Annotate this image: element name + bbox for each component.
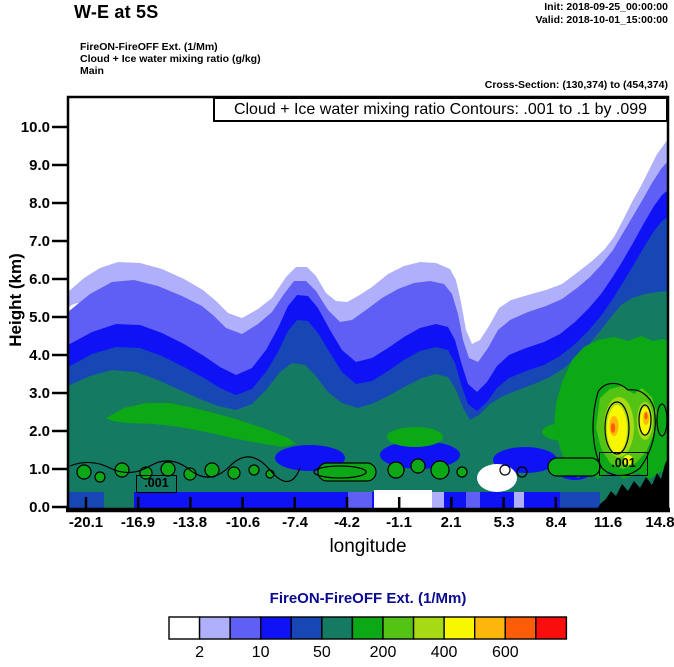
y-tick-label: 9.0 [29,157,50,174]
contour-value-label: .001 [599,452,648,476]
colorbar-cell [443,616,476,640]
x-tick-label: 11.6 [593,514,623,531]
colorbar-cell [535,616,568,640]
colorbar-tick-label: 200 [369,644,397,661]
y-tick-label: 5.0 [29,309,50,326]
colorbar-cell [504,616,537,640]
colorbar-title: FireON-FireOFF Ext. (1/Mm) [269,590,467,607]
colorbar-tick-label: 10 [251,644,270,661]
y-tick-label: 3.0 [29,385,50,402]
y-tick-label: 2.0 [29,423,50,440]
colorbar-cell [351,616,384,640]
contour-value-label: .001 [136,475,177,493]
terrain-silhouette [597,460,667,510]
x-tick-label: -10.6 [225,514,261,531]
x-tick-label: 2.1 [440,514,462,531]
y-tick-label: 6.0 [29,271,50,288]
contour-cells-row [76,457,601,483]
y-tick-marks [52,125,68,509]
x-tick-label: -4.2 [334,514,360,531]
colorbar [168,616,568,640]
x-tick-label: 14.8 [645,514,674,531]
filled-contour-field [69,140,667,510]
y-tick-label: 7.0 [29,233,50,250]
x-tick-label: 8.4 [545,514,567,531]
x-tick-label: -20.1 [68,514,104,531]
y-tick-label: 4.0 [29,347,50,364]
y-tick-label: 1.0 [29,461,50,478]
field-name-label: FireON-FireOFF Ext. (1/Mm) [80,41,218,53]
init-timestamp: Init: 2018-09-25_00:00:00 [544,1,668,13]
colorbar-cell [198,616,231,640]
x-tick-label: 5.3 [493,514,515,531]
x-tick-label: -16.9 [120,514,156,531]
colorbar-cell [229,616,262,640]
colorbar-cell [412,616,445,640]
cross-section-label: Cross-Section: (130,374) to (454,374) [484,79,668,91]
colorbar-cell [321,616,354,640]
x-tick-label: -1.1 [386,514,412,531]
y-tick-label: 8.0 [29,195,50,212]
colorbar-cell [474,616,506,640]
colorbar-tick-label: 50 [312,644,331,661]
x-tick-label: -13.8 [172,514,208,531]
valid-timestamp: Valid: 2018-10-01_15:00:00 [535,14,668,26]
plot-boxed-title: Cloud + Ice water mixing ratio Contours:… [213,97,668,122]
colorbar-cell [168,616,201,640]
surface-strip-segments [69,464,600,510]
y-axis-title: Height (km) [6,253,25,347]
y-tick-label: 10.0 [20,119,50,136]
domain-label: Main [80,65,104,77]
page-title: W-E at 5S [74,2,159,22]
x-tick-label: -7.4 [282,514,308,531]
colorbar-cell [260,616,292,640]
colorbar-tick-label: 2 [195,644,205,661]
colorbar-cell [382,616,415,640]
cloud-ice-line-contours [69,382,667,483]
y-tick-label: 0.0 [29,499,50,516]
colorbar-tick-label: 400 [430,644,458,661]
x-axis-title: longitude [329,536,407,557]
colorbar-cell [290,616,323,640]
colorbar-tick-label: 600 [491,644,519,661]
contour-variable-label: Cloud + Ice water mixing ratio (g/kg) [80,53,261,65]
